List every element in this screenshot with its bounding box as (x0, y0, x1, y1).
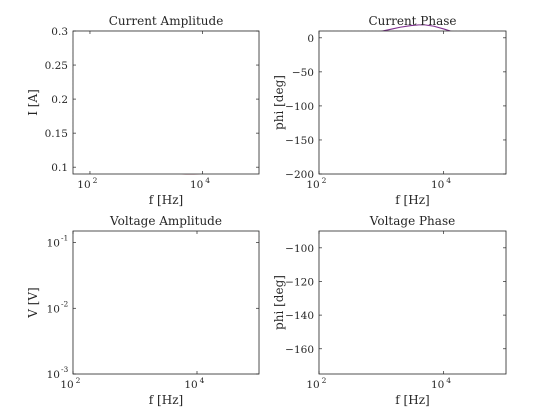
axes-frame (72, 30, 260, 175)
y-tick-label: −160 (285, 344, 314, 356)
x-tick-label: 10 (306, 179, 319, 191)
x-tick-label: 10 (431, 179, 444, 191)
y-tick-label: 10 (47, 303, 60, 315)
axes-frame (318, 30, 507, 175)
y-tick-label: 0 (307, 33, 314, 45)
y-tick-label: −100 (285, 101, 314, 113)
x-axis-label: f [Hz] (395, 193, 429, 207)
y-tick-label: −200 (285, 169, 314, 181)
chart-title: Current Phase (368, 14, 456, 28)
y-tick-label: 0.3 (51, 26, 68, 38)
y-tick-exponent: -1 (61, 234, 68, 243)
y-tick-label: −100 (285, 243, 314, 255)
x-tick-exponent: 4 (446, 176, 451, 185)
y-axis-label: phi [deg] (272, 275, 286, 330)
x-tick-exponent: 4 (446, 376, 451, 385)
x-tick-exponent: 2 (322, 376, 327, 385)
y-axis-label: phi [deg] (272, 75, 286, 130)
y-tick-label: 0.2 (51, 94, 68, 106)
y-axis-label: V [V] (26, 287, 40, 319)
x-tick-label: 10 (306, 379, 319, 391)
y-tick-exponent: -2 (61, 299, 69, 308)
y-tick-label: −50 (292, 67, 314, 79)
x-tick-exponent: 4 (205, 176, 210, 185)
x-tick-label: 10 (60, 379, 73, 391)
axes-frame (318, 230, 507, 375)
x-tick-exponent: 2 (76, 376, 81, 385)
chart-title: Voltage Phase (369, 214, 455, 228)
axes-frame (72, 230, 260, 375)
y-tick-label: −150 (285, 135, 314, 147)
y-tick-label: −120 (285, 276, 314, 288)
x-tick-label: 10 (184, 379, 197, 391)
x-axis-label: f [Hz] (149, 193, 183, 207)
x-tick-label: 10 (190, 179, 203, 191)
y-tick-label: 0.1 (51, 162, 68, 174)
y-axis-label: I [A] (26, 89, 40, 116)
x-tick-exponent: 4 (200, 376, 205, 385)
x-tick-label: 10 (77, 179, 90, 191)
x-tick-label: 10 (431, 379, 444, 391)
x-axis-label: f [Hz] (149, 393, 183, 407)
y-tick-label: 10 (47, 369, 60, 381)
chart-title: Current Amplitude (109, 14, 224, 28)
x-tick-exponent: 2 (93, 176, 98, 185)
x-axis-label: f [Hz] (395, 393, 429, 407)
y-tick-label: 0.25 (45, 60, 68, 72)
x-tick-exponent: 2 (322, 176, 327, 185)
y-tick-label: 10 (47, 238, 60, 250)
chart-title: Voltage Amplitude (109, 214, 222, 228)
y-tick-label: −140 (285, 310, 314, 322)
y-tick-exponent: -3 (61, 365, 69, 374)
y-tick-label: 0.15 (45, 128, 68, 140)
